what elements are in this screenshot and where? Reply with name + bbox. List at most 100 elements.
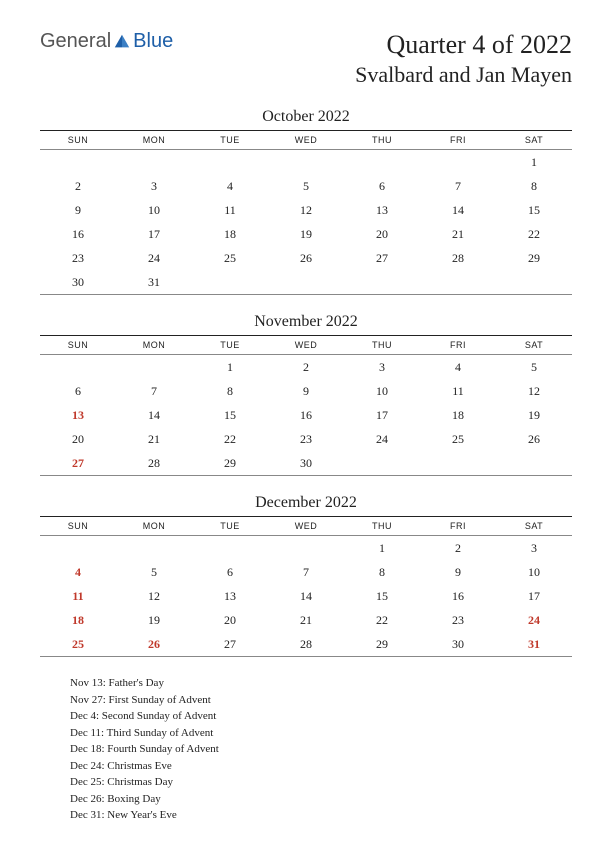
- holiday-entry: Dec 31: New Year's Eve: [70, 807, 572, 824]
- calendar-day: 6: [192, 560, 268, 584]
- day-header: SAT: [496, 131, 572, 150]
- calendar-row: 9101112131415: [40, 198, 572, 222]
- calendar-day: 17: [116, 222, 192, 246]
- calendar-day: 8: [496, 174, 572, 198]
- day-header: FRI: [420, 517, 496, 536]
- calendar-day: 11: [420, 379, 496, 403]
- calendar-day: 15: [344, 584, 420, 608]
- calendar-day: 21: [268, 608, 344, 632]
- holiday-entry: Dec 11: Third Sunday of Advent: [70, 725, 572, 742]
- calendar-day: 30: [420, 632, 496, 657]
- calendar-day: [192, 150, 268, 175]
- calendar-day: 8: [192, 379, 268, 403]
- calendar-day: 31: [496, 632, 572, 657]
- calendar-day: 14: [116, 403, 192, 427]
- calendar-row: 2345678: [40, 174, 572, 198]
- calendar-day: [192, 270, 268, 295]
- calendar-day: 11: [40, 584, 116, 608]
- day-header: SAT: [496, 517, 572, 536]
- calendar-day: 18: [420, 403, 496, 427]
- month-block: November 2022SUNMONTUEWEDTHUFRISAT123456…: [40, 313, 572, 476]
- calendar-row: 3031: [40, 270, 572, 295]
- calendar-day: [116, 536, 192, 561]
- calendar-table: SUNMONTUEWEDTHUFRISAT1234567891011121314…: [40, 335, 572, 476]
- calendar-day: 22: [496, 222, 572, 246]
- calendar-day: 14: [268, 584, 344, 608]
- calendar-day: 16: [40, 222, 116, 246]
- calendar-day: 16: [420, 584, 496, 608]
- page-title: Quarter 4 of 2022: [355, 30, 572, 60]
- page-subtitle: Svalbard and Jan Mayen: [355, 62, 572, 88]
- day-header: SUN: [40, 517, 116, 536]
- calendar-day: 6: [344, 174, 420, 198]
- calendar-day: [344, 270, 420, 295]
- calendar-day: 12: [496, 379, 572, 403]
- calendar-row: 11121314151617: [40, 584, 572, 608]
- calendar-day: 3: [496, 536, 572, 561]
- holiday-entry: Dec 4: Second Sunday of Advent: [70, 708, 572, 725]
- month-title: November 2022: [40, 313, 572, 331]
- header: General Blue Quarter 4 of 2022 Svalbard …: [40, 30, 572, 88]
- day-header: FRI: [420, 131, 496, 150]
- calendar-day: 12: [268, 198, 344, 222]
- calendar-day: 30: [268, 451, 344, 476]
- logo-text-general: General: [40, 30, 111, 53]
- day-header: SAT: [496, 336, 572, 355]
- holiday-entry: Dec 24: Christmas Eve: [70, 758, 572, 775]
- holiday-entry: Dec 26: Boxing Day: [70, 791, 572, 808]
- day-header: THU: [344, 336, 420, 355]
- calendar-day: 20: [40, 427, 116, 451]
- calendar-day: 25: [420, 427, 496, 451]
- calendar-day: 17: [496, 584, 572, 608]
- calendar-day: [420, 150, 496, 175]
- calendar-day: 19: [496, 403, 572, 427]
- holiday-entry: Nov 27: First Sunday of Advent: [70, 692, 572, 709]
- title-block: Quarter 4 of 2022 Svalbard and Jan Mayen: [355, 30, 572, 88]
- calendar-day: 26: [496, 427, 572, 451]
- calendar-day: 6: [40, 379, 116, 403]
- calendar-day: 5: [268, 174, 344, 198]
- month-block: December 2022SUNMONTUEWEDTHUFRISAT123456…: [40, 494, 572, 657]
- logo: General Blue: [40, 30, 173, 53]
- calendar-day: 19: [268, 222, 344, 246]
- calendar-day: [420, 270, 496, 295]
- calendar-day: [268, 270, 344, 295]
- calendar-row: 27282930: [40, 451, 572, 476]
- day-header: THU: [344, 517, 420, 536]
- calendar-row: 6789101112: [40, 379, 572, 403]
- calendar-day: 2: [40, 174, 116, 198]
- calendar-day: 25: [40, 632, 116, 657]
- calendar-day: 21: [116, 427, 192, 451]
- calendar-day: [344, 451, 420, 476]
- calendar-day: 4: [192, 174, 268, 198]
- calendar-day: 1: [496, 150, 572, 175]
- day-header: SUN: [40, 131, 116, 150]
- calendar-row: 123: [40, 536, 572, 561]
- calendar-day: 13: [40, 403, 116, 427]
- calendar-day: 20: [192, 608, 268, 632]
- calendar-day: 4: [420, 355, 496, 380]
- calendar-day: [496, 451, 572, 476]
- calendar-day: 30: [40, 270, 116, 295]
- calendar-day: 21: [420, 222, 496, 246]
- calendar-day: [420, 451, 496, 476]
- holiday-entry: Dec 25: Christmas Day: [70, 774, 572, 791]
- calendar-day: 9: [268, 379, 344, 403]
- day-header: MON: [116, 517, 192, 536]
- calendar-day: 13: [344, 198, 420, 222]
- calendar-day: 20: [344, 222, 420, 246]
- calendar-day: 16: [268, 403, 344, 427]
- logo-text-blue: Blue: [133, 30, 173, 53]
- calendar-table: SUNMONTUEWEDTHUFRISAT1234567891011121314…: [40, 516, 572, 657]
- calendar-day: 23: [268, 427, 344, 451]
- day-header: TUE: [192, 517, 268, 536]
- calendar-day: 5: [496, 355, 572, 380]
- calendar-day: [268, 536, 344, 561]
- calendar-day: [268, 150, 344, 175]
- calendar-row: 12345: [40, 355, 572, 380]
- calendar-day: 9: [40, 198, 116, 222]
- day-header: MON: [116, 336, 192, 355]
- day-header: FRI: [420, 336, 496, 355]
- calendar-day: 28: [116, 451, 192, 476]
- day-header: SUN: [40, 336, 116, 355]
